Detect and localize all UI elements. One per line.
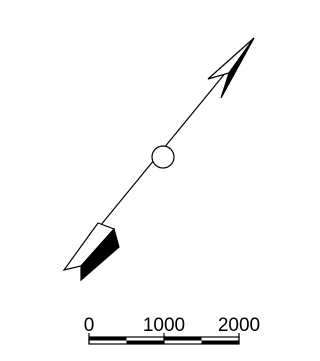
scale-bar-segment-upper-3 [201, 337, 239, 341]
north-arrow-icon [62, 37, 255, 282]
scale-bar-segment-lower-3 [201, 340, 239, 344]
scale-label-0: 0 [84, 315, 95, 336]
scale-bar-segment-lower-1 [126, 340, 164, 344]
scale-label-1000: 1000 [143, 315, 185, 336]
north-arrow-center-circle [151, 145, 175, 169]
north-arrow-head-fill [220, 37, 255, 99]
scale-bar-segment-lower-2 [164, 340, 202, 344]
scale-bar-segment-upper-1 [126, 337, 164, 341]
scale-bar-segment-upper-0 [89, 337, 127, 341]
north-arrow-tail-fill [80, 227, 120, 282]
scale-label-2000: 2000 [218, 315, 260, 336]
scale-bar-segments [89, 337, 239, 344]
scale-bar: 0 1000 2000 [84, 315, 260, 345]
scale-bar-segment-upper-2 [164, 337, 202, 341]
scale-bar-segment-lower-0 [89, 340, 127, 344]
